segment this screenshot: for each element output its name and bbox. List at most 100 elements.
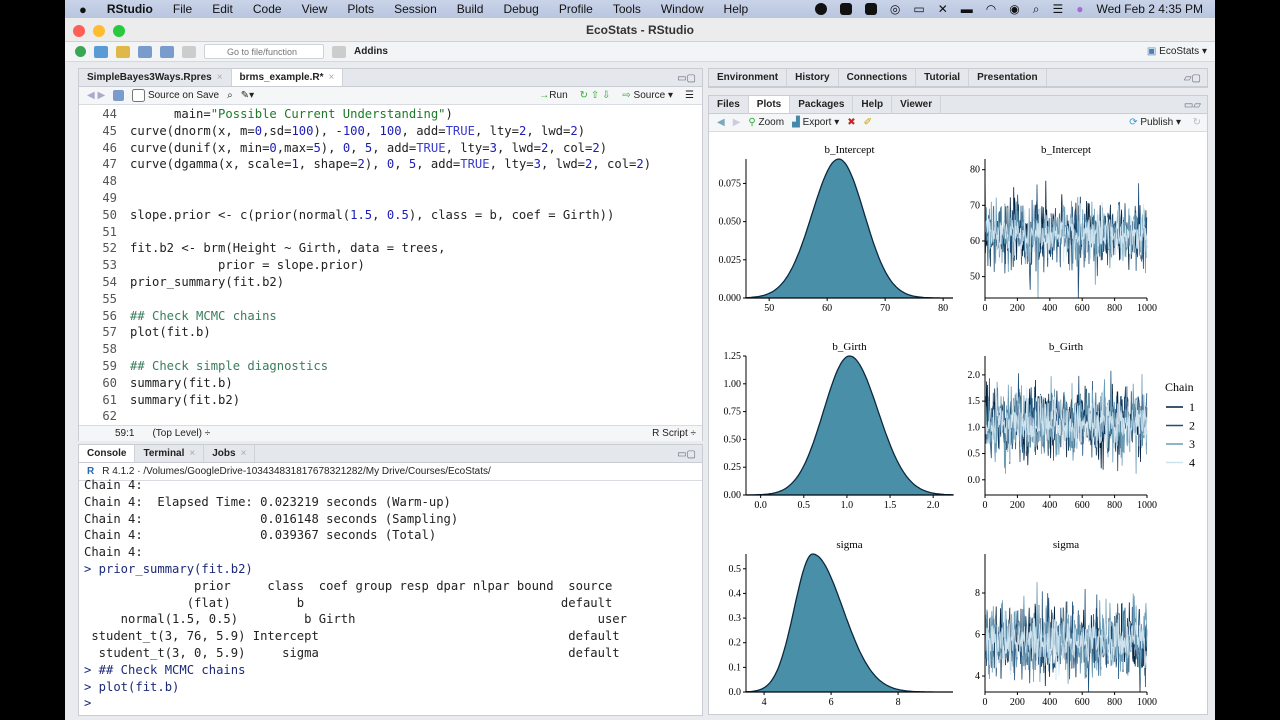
close-tab-icon[interactable]: ×	[240, 448, 247, 459]
code-token: )	[599, 140, 608, 155]
bluetooth-icon[interactable]: ✕	[937, 2, 948, 16]
tab-console[interactable]: Console	[79, 445, 136, 462]
tab-jobs[interactable]: Jobs ×	[204, 445, 256, 462]
wifi-icon[interactable]: ◠	[985, 2, 997, 16]
pane-window-controls[interactable]: ▭▱	[1183, 100, 1201, 111]
tab-help[interactable]: Help	[853, 96, 893, 113]
control-center-icon[interactable]: ☰	[1052, 2, 1064, 16]
clock[interactable]: Wed Feb 2 4:35 PM	[1096, 2, 1204, 16]
menu-session[interactable]: Session	[394, 2, 437, 16]
menu-debug[interactable]: Debug	[503, 2, 539, 16]
source-button[interactable]: ⇨ Source ▾	[622, 90, 674, 101]
tab-environment[interactable]: Environment	[709, 69, 788, 86]
export-button[interactable]: ▟ Export ▾	[792, 117, 840, 128]
airdrop-icon[interactable]: ◎	[889, 2, 901, 16]
zoom-button[interactable]: ⚲ Zoom	[748, 117, 785, 128]
next-plot-icon[interactable]: ▶	[732, 117, 741, 128]
menu-help[interactable]: Help	[723, 2, 749, 16]
remove-plot-icon[interactable]: ✖	[847, 117, 856, 128]
tab-tutorial[interactable]: Tutorial	[916, 69, 970, 86]
back-icon[interactable]: ◀ ▶	[87, 90, 106, 101]
menu-code[interactable]: Code	[252, 2, 282, 16]
menu-file[interactable]: File	[172, 2, 193, 16]
tab-presentation[interactable]: Presentation	[969, 69, 1047, 86]
record-icon[interactable]	[814, 3, 827, 15]
publish-button[interactable]: ⟳ Publish ▾	[1129, 117, 1181, 128]
scope-selector[interactable]: (Top Level) ÷	[152, 428, 211, 439]
tab-files[interactable]: Files	[709, 96, 749, 113]
battery-icon[interactable]: ▬	[960, 2, 973, 16]
menu-tools[interactable]: Tools	[612, 2, 641, 16]
close-tab-icon[interactable]: ×	[328, 72, 335, 83]
print-icon[interactable]	[182, 45, 196, 58]
project-menu[interactable]: ▣ EcoStats ▾	[1146, 46, 1207, 57]
user-icon[interactable]: ◉	[1009, 2, 1020, 16]
run-button[interactable]: →Run	[539, 90, 568, 101]
tab-simplebayes3ways-rpres[interactable]: SimpleBayes3Ways.Rpres ×	[79, 69, 232, 86]
magic-wand-icon[interactable]: ✎▾	[240, 90, 255, 101]
file-type-selector[interactable]: R Script ÷	[652, 428, 696, 439]
tab-packages[interactable]: Packages	[790, 96, 854, 113]
pane-window-controls[interactable]: ▱▢	[1183, 73, 1201, 84]
line-number: 50	[102, 207, 117, 222]
code-token: 100	[342, 123, 365, 138]
close-tab-icon[interactable]: ×	[189, 448, 196, 459]
code-token: 0	[386, 157, 395, 172]
code-token: ),	[364, 157, 387, 172]
tab-terminal[interactable]: Terminal ×	[135, 445, 205, 462]
menu-app[interactable]: RStudio	[106, 2, 153, 16]
drive-icon[interactable]	[864, 3, 877, 15]
code-token: , lty=	[474, 123, 519, 138]
zoom-icon[interactable]	[839, 3, 852, 15]
menu-profile[interactable]: Profile	[558, 2, 593, 16]
y-tick-label: 0.0	[968, 475, 981, 486]
code-token: 2	[540, 140, 549, 155]
save-icon[interactable]	[113, 90, 125, 101]
tab-brms-example-r-[interactable]: brms_example.R* ×	[231, 69, 344, 86]
minimize-window-button[interactable]	[93, 25, 105, 37]
code-editor[interactable]: 44 main="Possible Current Understanding"…	[79, 106, 651, 425]
working-directory[interactable]: R 4.1.2 · /Volumes/GoogleDrive-103434831…	[102, 466, 491, 477]
line-number: 44	[102, 107, 117, 121]
tab-history[interactable]: History	[787, 69, 839, 86]
close-window-button[interactable]	[73, 25, 85, 37]
outline-icon[interactable]: ☰	[685, 90, 694, 101]
siri-icon[interactable]: ●	[1076, 2, 1084, 16]
display-icon[interactable]: ▭	[913, 2, 925, 16]
menu-window[interactable]: Window	[660, 2, 704, 16]
console-output[interactable]: Chain 4: Chain 4: Elapsed Time: 0.023219 …	[84, 477, 627, 712]
menu-edit[interactable]: Edit	[212, 2, 233, 16]
apple-icon[interactable]: ●	[79, 1, 87, 17]
menu-view[interactable]: View	[301, 2, 328, 16]
open-file-icon[interactable]	[116, 45, 130, 58]
previous-plot-icon[interactable]: ◀	[717, 117, 725, 128]
source-on-save-checkbox[interactable]: Source on Save	[132, 89, 219, 102]
go-to-file-input[interactable]	[204, 44, 324, 59]
close-tab-icon[interactable]: ×	[216, 72, 223, 83]
pane-window-controls[interactable]: ▭▢	[677, 73, 696, 84]
menu-plots[interactable]: Plots	[347, 2, 375, 16]
new-file-icon[interactable]	[75, 46, 86, 57]
line-number: 61	[102, 392, 117, 407]
line-number: 54	[102, 274, 117, 289]
new-project-icon[interactable]	[94, 45, 108, 58]
addins-menu[interactable]: Addins	[354, 46, 388, 57]
tab-connections[interactable]: Connections	[839, 69, 917, 86]
tab-plots[interactable]: Plots	[748, 96, 791, 113]
broom-icon[interactable]: ✐	[863, 117, 873, 128]
pane-window-controls[interactable]: ▭▢	[677, 449, 696, 460]
grid-layout-icon[interactable]	[332, 45, 346, 58]
search-icon[interactable]: ⌕	[227, 90, 233, 101]
refresh-icon[interactable]: ↻	[1192, 117, 1201, 128]
save-all-icon[interactable]	[160, 45, 174, 58]
spotlight-icon[interactable]: ⌕	[1032, 1, 1040, 16]
code-token: 0.5	[386, 207, 409, 222]
tab-viewer[interactable]: Viewer	[892, 96, 942, 113]
menu-build[interactable]: Build	[456, 2, 484, 16]
maximize-window-button[interactable]	[113, 25, 125, 37]
save-icon[interactable]	[138, 45, 152, 58]
line-number: 47	[102, 157, 117, 172]
code-token: 3	[533, 157, 541, 172]
x-tick-label: 2.0	[927, 500, 940, 511]
rerun-icon[interactable]: ↻ ⇧ ⇩	[579, 90, 611, 101]
